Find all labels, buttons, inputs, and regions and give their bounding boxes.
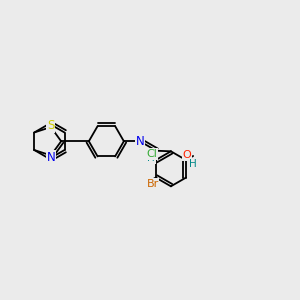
Text: N: N [46,151,55,164]
Text: N: N [136,135,144,148]
Text: H: H [189,159,196,169]
Text: S: S [47,119,55,132]
Text: H: H [147,153,155,163]
Text: Br: Br [146,179,159,189]
Text: O: O [182,150,191,161]
Text: Cl: Cl [146,149,158,159]
